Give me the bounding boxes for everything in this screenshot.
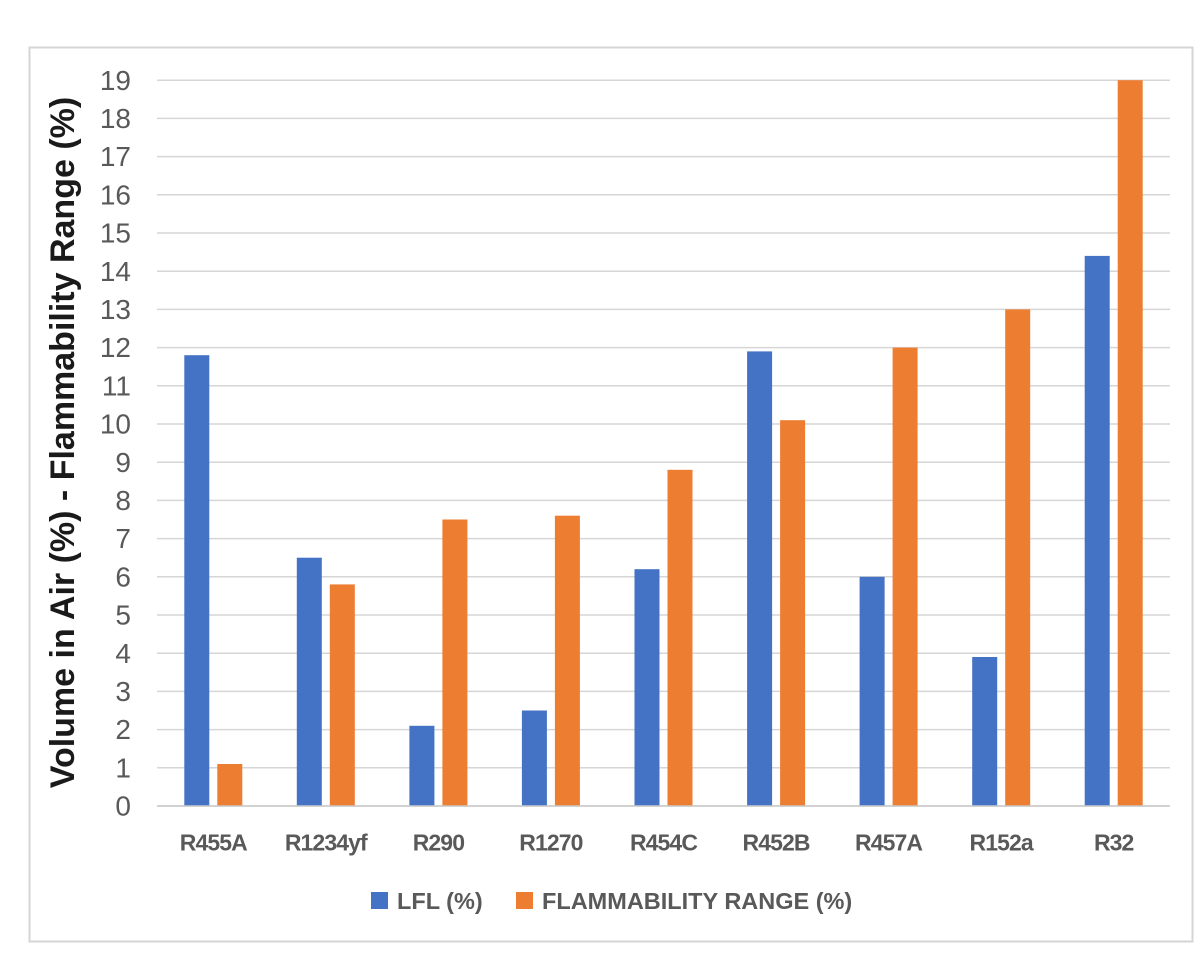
svg-text:LFL (%): LFL (%) — [397, 888, 483, 914]
svg-text:10: 10 — [100, 409, 131, 440]
svg-text:Volume in Air (%) - Flammabili: Volume in Air (%) - Flammability Range (… — [44, 97, 82, 788]
svg-text:9: 9 — [115, 447, 131, 478]
svg-text:R1270: R1270 — [519, 830, 582, 856]
svg-text:5: 5 — [115, 600, 131, 631]
svg-text:8: 8 — [115, 485, 131, 516]
svg-text:R1234yf: R1234yf — [285, 830, 368, 856]
svg-text:R32: R32 — [1094, 830, 1134, 856]
svg-text:14: 14 — [100, 256, 131, 287]
svg-text:19: 19 — [100, 65, 131, 96]
svg-text:R152a: R152a — [970, 830, 1034, 856]
svg-text:FLAMMABILITY RANGE (%): FLAMMABILITY RANGE (%) — [542, 888, 852, 914]
svg-text:R457A: R457A — [855, 830, 922, 856]
svg-text:18: 18 — [100, 103, 131, 134]
svg-text:0: 0 — [115, 791, 131, 822]
svg-text:17: 17 — [100, 141, 131, 172]
svg-text:11: 11 — [102, 370, 131, 401]
svg-text:3: 3 — [115, 676, 131, 707]
svg-text:6: 6 — [115, 561, 131, 592]
svg-text:12: 12 — [100, 332, 131, 363]
svg-text:13: 13 — [100, 294, 131, 325]
svg-text:1: 1 — [115, 752, 131, 783]
svg-text:7: 7 — [115, 523, 131, 554]
svg-text:R290: R290 — [413, 830, 464, 856]
svg-text:R454C: R454C — [630, 830, 697, 856]
svg-text:R452B: R452B — [743, 830, 810, 856]
svg-text:16: 16 — [100, 179, 131, 210]
svg-text:15: 15 — [100, 218, 131, 249]
svg-text:4: 4 — [115, 638, 131, 669]
svg-text:R455A: R455A — [180, 830, 247, 856]
svg-text:2: 2 — [115, 714, 131, 745]
